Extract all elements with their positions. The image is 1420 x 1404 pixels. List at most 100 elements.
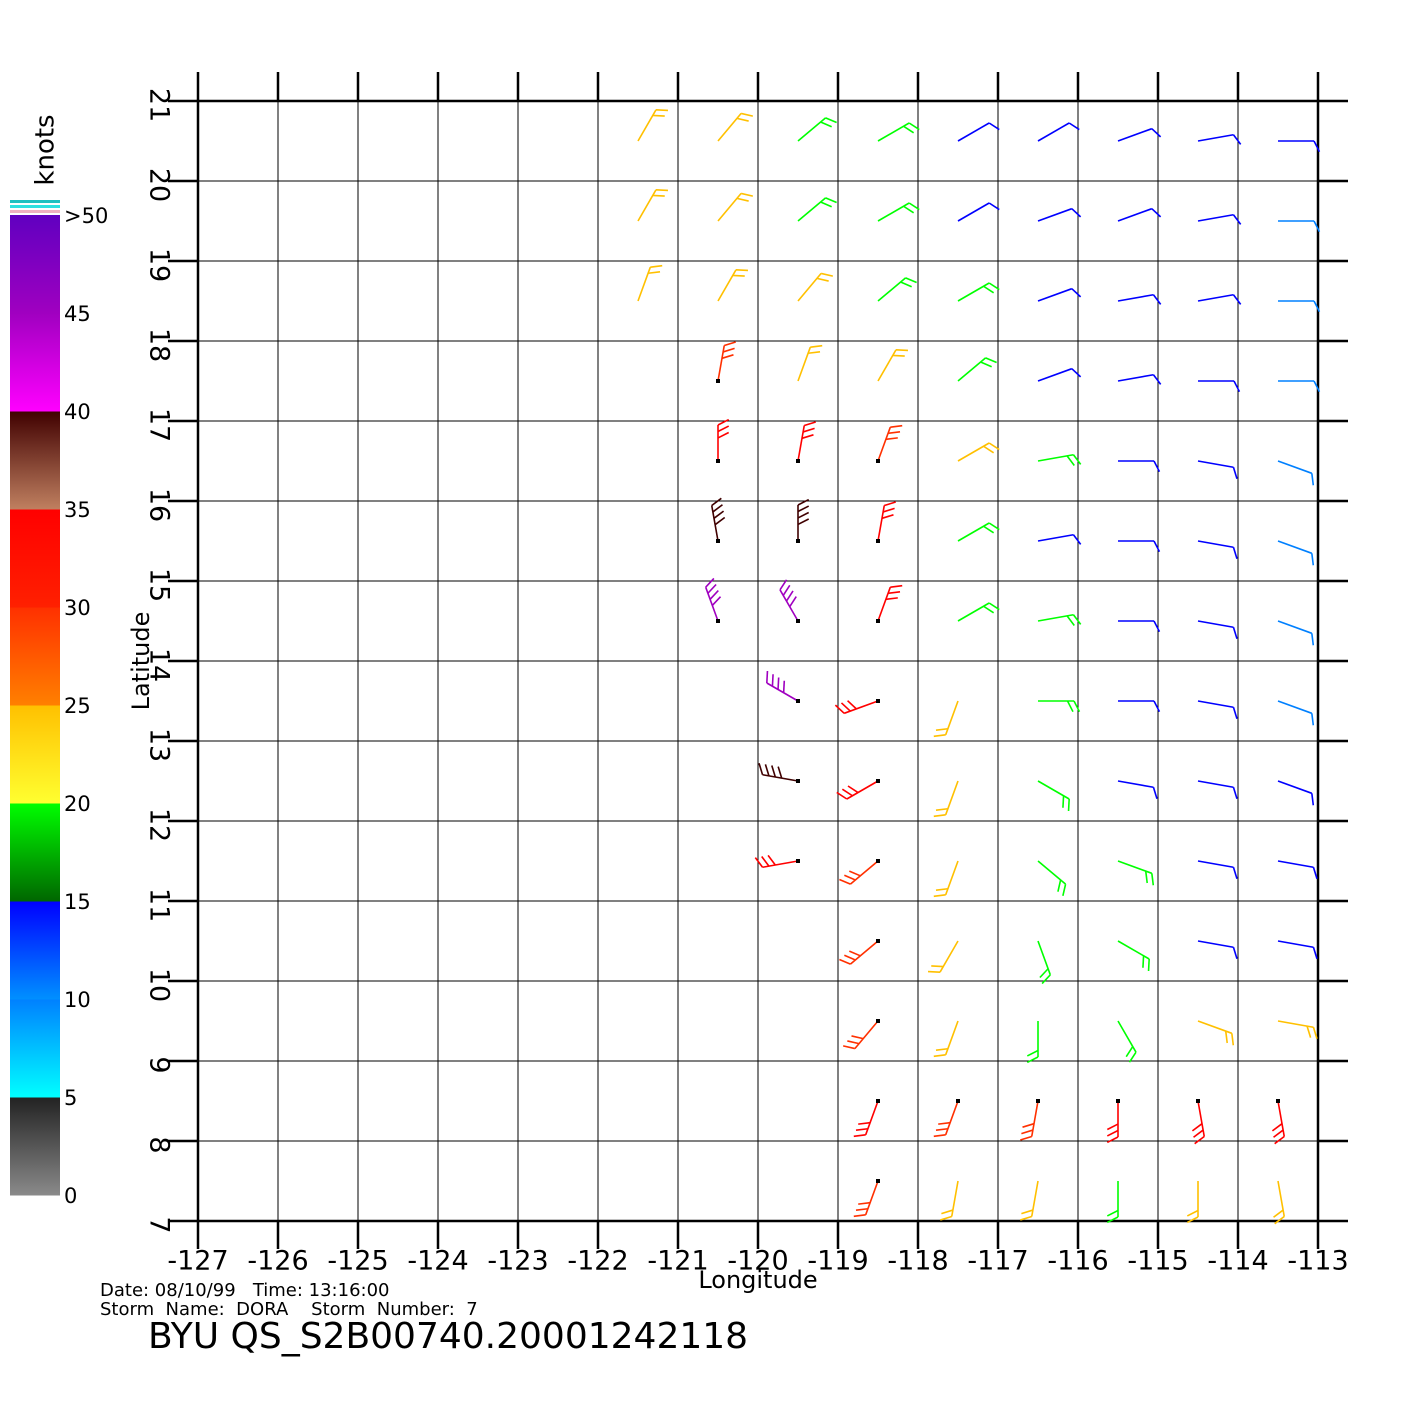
wind-barb bbox=[637, 189, 669, 222]
x-tick-label: -117 bbox=[967, 1246, 1028, 1277]
y-tick-label: 17 bbox=[144, 408, 175, 442]
barb-feather bbox=[836, 791, 848, 800]
barb-shaft bbox=[939, 940, 959, 973]
barb-feather bbox=[1106, 1123, 1119, 1131]
wind-barb bbox=[957, 122, 1000, 142]
barb-shaft bbox=[877, 349, 897, 382]
barb-feather bbox=[722, 347, 735, 353]
barb-shaft bbox=[944, 780, 959, 816]
barb-feather bbox=[736, 117, 749, 122]
barb-feather bbox=[758, 763, 764, 775]
x-axis-label: Longitude bbox=[698, 1266, 817, 1294]
wind-barb bbox=[1186, 1181, 1199, 1224]
barb-feather bbox=[1151, 128, 1162, 138]
wind-barb bbox=[877, 202, 920, 222]
wind-barb bbox=[1277, 780, 1315, 806]
wind-barb bbox=[1277, 540, 1315, 566]
barb-feather bbox=[655, 109, 669, 112]
colorbar-tick-label: 25 bbox=[64, 694, 91, 718]
barb-feather bbox=[713, 510, 725, 519]
x-tick-label: -116 bbox=[1047, 1246, 1108, 1277]
barb-shaft bbox=[1037, 860, 1067, 885]
y-tick-label: 19 bbox=[144, 248, 175, 282]
barb-feather bbox=[777, 677, 780, 690]
barb-feather bbox=[882, 507, 895, 513]
barb-feather bbox=[816, 277, 829, 282]
barb-shaft bbox=[1117, 293, 1154, 302]
barb-dot bbox=[876, 1179, 880, 1183]
barb-feather bbox=[983, 525, 995, 534]
y-tick-label: 12 bbox=[144, 808, 175, 842]
barb-feather bbox=[885, 437, 898, 441]
barb-feather bbox=[1072, 454, 1082, 465]
wind-barb bbox=[1118, 540, 1161, 553]
barb-shaft bbox=[1277, 540, 1313, 555]
barb-feather bbox=[1151, 873, 1155, 886]
barb-feather bbox=[908, 122, 920, 131]
wind-barb bbox=[957, 522, 1000, 542]
barb-shaft bbox=[1197, 293, 1234, 302]
barb-dot bbox=[876, 1099, 880, 1103]
wind-barb bbox=[717, 192, 754, 222]
y-tick-label: 9 bbox=[144, 1056, 175, 1073]
barb-feather bbox=[789, 596, 797, 608]
barb-dot bbox=[876, 939, 880, 943]
barb-shaft bbox=[766, 682, 799, 702]
barb-shaft bbox=[797, 346, 812, 382]
wind-barb bbox=[1198, 380, 1241, 393]
barb-feather bbox=[1232, 214, 1242, 225]
wind-barb bbox=[1277, 460, 1315, 486]
barb-feather bbox=[1153, 620, 1161, 633]
barb-feather bbox=[1071, 368, 1082, 378]
barb-feather bbox=[890, 424, 903, 428]
barb-dot bbox=[796, 859, 800, 863]
barb-feather bbox=[988, 442, 1000, 451]
wind-barb bbox=[797, 272, 834, 302]
barb-shaft bbox=[1197, 1020, 1233, 1035]
wind-barb bbox=[876, 424, 903, 463]
barb-feather bbox=[1232, 134, 1242, 145]
wind-barb bbox=[1197, 780, 1238, 799]
barb-dot bbox=[876, 539, 880, 543]
barb-feather bbox=[1153, 700, 1161, 713]
wind-barb bbox=[876, 584, 903, 623]
barb-feather bbox=[908, 202, 920, 211]
barb-feather bbox=[890, 584, 903, 588]
barb-feather bbox=[1066, 615, 1075, 626]
barb-dot bbox=[956, 1099, 960, 1103]
barb-feather bbox=[652, 194, 665, 197]
barb-dot bbox=[1276, 1099, 1280, 1103]
barb-shaft bbox=[1197, 460, 1234, 469]
barb-shaft bbox=[864, 1180, 879, 1216]
wind-barb bbox=[839, 859, 880, 885]
barb-feather bbox=[1311, 553, 1315, 566]
barb-feather bbox=[732, 274, 745, 277]
barb-feather bbox=[1274, 1135, 1285, 1145]
barb-feather bbox=[847, 785, 859, 794]
barb-shaft bbox=[1117, 940, 1150, 960]
barb-shaft bbox=[957, 122, 990, 142]
barb-shaft bbox=[957, 202, 990, 222]
barb-dot bbox=[876, 619, 880, 623]
barb-feather bbox=[887, 591, 901, 595]
barb-feather bbox=[705, 577, 715, 588]
barb-feather bbox=[1312, 1027, 1318, 1039]
wind-barb bbox=[1106, 1181, 1119, 1224]
barb-feather bbox=[717, 425, 730, 433]
barb-feather bbox=[1311, 713, 1315, 726]
barb-shaft bbox=[1037, 533, 1074, 542]
barb-feather bbox=[941, 1209, 954, 1215]
wind-barb bbox=[1197, 293, 1242, 305]
wind-barb bbox=[1037, 453, 1082, 466]
barb-feather bbox=[1232, 547, 1238, 559]
barb-feather bbox=[1072, 614, 1082, 625]
wind-barb bbox=[717, 269, 749, 302]
barb-feather bbox=[933, 894, 946, 898]
wind-barb bbox=[1277, 860, 1318, 879]
y-tick-label: 21 bbox=[144, 88, 175, 122]
colorbar-tick-label: 0 bbox=[64, 1184, 77, 1208]
wind-barb bbox=[1278, 220, 1321, 233]
wind-barb bbox=[1117, 207, 1162, 222]
wind-barb bbox=[1197, 940, 1238, 959]
barb-feather bbox=[1232, 467, 1238, 479]
